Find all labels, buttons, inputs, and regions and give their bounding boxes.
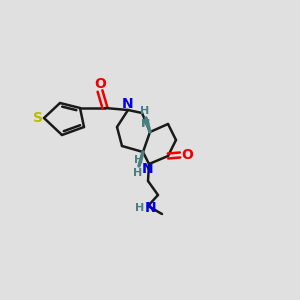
Text: H: H — [141, 119, 151, 129]
Text: O: O — [181, 148, 193, 162]
Text: N: N — [142, 162, 154, 176]
Text: H: H — [135, 203, 145, 213]
Text: S: S — [33, 111, 43, 125]
Text: N: N — [122, 97, 134, 111]
Text: H: H — [140, 106, 150, 116]
Text: H: H — [134, 155, 144, 165]
Text: H: H — [134, 168, 142, 178]
Text: O: O — [94, 77, 106, 91]
Text: N: N — [145, 201, 157, 215]
